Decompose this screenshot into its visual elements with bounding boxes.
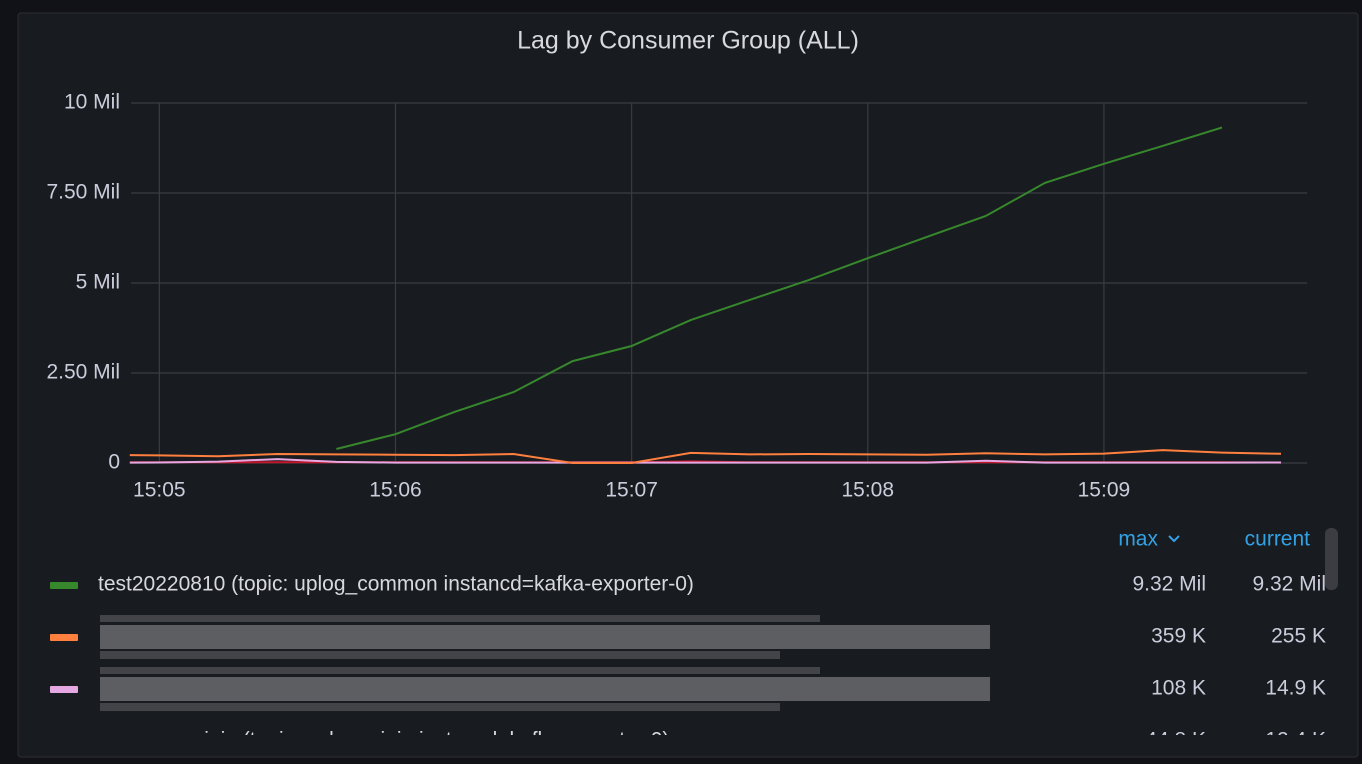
y-tick-label: 2.50 Mil <box>46 361 120 384</box>
x-tick-label: 15:07 <box>605 479 658 502</box>
legend-swatch <box>50 582 78 589</box>
legend-value: 9.32 Mil <box>1132 573 1206 596</box>
x-tick-label: 15:05 <box>133 479 186 502</box>
redacted-label <box>100 703 780 711</box>
sort-icon <box>1168 535 1180 543</box>
redacted-label <box>100 667 820 674</box>
y-tick-label: 10 Mil <box>64 91 120 114</box>
legend-value: 9.32 Mil <box>1252 573 1326 596</box>
y-tick-label: 0 <box>108 451 120 474</box>
series-line <box>129 458 1282 464</box>
legend-swatch <box>50 634 78 641</box>
legend-value: 44.8 K <box>1145 729 1206 752</box>
legend-column-header[interactable]: max <box>1118 528 1158 551</box>
series-line <box>336 126 1223 450</box>
chart-title: Lag by Consumer Group (ALL) <box>517 27 859 55</box>
y-tick-label: 7.50 Mil <box>46 181 120 204</box>
scrollbar[interactable] <box>1325 528 1338 590</box>
legend-value: 255 K <box>1271 625 1326 648</box>
legend-value: 359 K <box>1151 625 1206 648</box>
legend: test20220810 (topic: uplog_common instan… <box>50 573 1326 752</box>
legend-value: 14.9 K <box>1265 677 1326 700</box>
legend-label[interactable]: margana_qiniu (topic: uplog_qiniu instan… <box>98 729 669 752</box>
legend-label[interactable]: test20220810 (topic: uplog_common instan… <box>98 573 694 596</box>
legend-swatch <box>50 686 78 693</box>
x-tick-label: 15:08 <box>841 479 894 502</box>
legend-column-header[interactable]: current <box>1245 528 1311 551</box>
series-line <box>129 449 1282 464</box>
legend-value: 108 K <box>1151 677 1206 700</box>
x-tick-label: 15:09 <box>1078 479 1131 502</box>
y-tick-label: 5 Mil <box>76 271 120 294</box>
redacted-label <box>100 615 820 622</box>
redacted-label <box>100 677 990 701</box>
legend-value: 12.4 K <box>1265 729 1326 752</box>
redacted-label <box>100 651 780 659</box>
panel <box>17 12 1359 758</box>
redacted-label <box>100 625 990 649</box>
x-tick-label: 15:06 <box>369 479 422 502</box>
